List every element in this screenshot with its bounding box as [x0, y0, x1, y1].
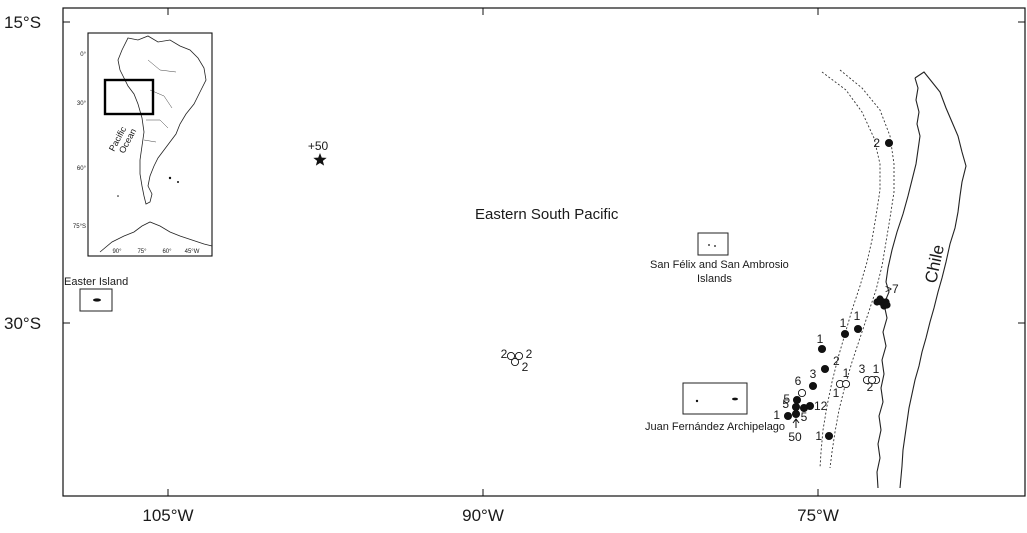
inset-lat-0: 0° [80, 52, 86, 58]
robinson-crusoe-island [695, 399, 699, 403]
inset-lat-30: 30° [77, 101, 87, 107]
record-count-label: 50 [788, 430, 802, 444]
juan-fernandez-label: Juan Fernández Archipelago [645, 421, 785, 433]
chile-eastern-border [899, 71, 967, 489]
record-count-label: >7 [885, 282, 899, 296]
chile-coastline [876, 77, 921, 489]
lat-label-15s: 15°S [4, 13, 41, 32]
record-marker-filled [792, 395, 802, 405]
record-count-label: 1 [873, 362, 880, 376]
record-count-label: 1 [833, 386, 840, 400]
record-count-label: +50 [308, 139, 329, 153]
record-count-label: 3 [859, 362, 866, 376]
san-felix-island [708, 244, 710, 246]
juan-fernandez-box [682, 382, 748, 415]
lon-label-90w: 90°W [462, 506, 504, 525]
record-count-label: 2 [501, 347, 508, 361]
record-count-label: 1 [854, 309, 861, 323]
san-ambrosio-island [714, 245, 716, 247]
record-count-label: 1 [840, 316, 847, 330]
record-count-label: 2 [526, 347, 533, 361]
record-count-label: 1 [815, 429, 822, 443]
record-marker-open [867, 375, 877, 385]
record-marker-filled [817, 344, 827, 354]
record-marker-filled [805, 401, 815, 411]
inset-islands-c [117, 195, 119, 197]
map-frame [62, 7, 1026, 497]
record-marker-open [797, 388, 807, 398]
easter-island-label: Easter Island [64, 276, 128, 288]
san-felix-label-line2: Islands [697, 273, 732, 285]
record-marker-filled [808, 381, 818, 391]
record-marker-open [510, 357, 520, 367]
inset-study-area-box [103, 78, 155, 116]
record-marker-filled [783, 411, 793, 421]
record-marker-open [841, 379, 851, 389]
record-count-label: 12 [814, 399, 828, 413]
inset-lon-75: 75° [137, 249, 147, 255]
record-marker-filled [791, 409, 801, 419]
bathymetry-contour-inner [829, 69, 895, 469]
inset-antarctica [99, 221, 213, 253]
record-count-label: 3 [810, 367, 817, 381]
easter-island-box [79, 288, 113, 312]
record-marker-filled [884, 138, 894, 148]
alejandro-selkirk-island [732, 397, 738, 401]
record-count-label: 1 [843, 366, 850, 380]
record-count-label: 2 [873, 136, 880, 150]
record-marker-filled [853, 324, 863, 334]
inset-map: 0° 30° 60° 75°S 90° 75° 60° 45°W Pacific… [73, 32, 213, 257]
record-count-label: 5 [801, 410, 808, 424]
lon-label-105w: 105°W [142, 506, 193, 525]
bathymetry-contour-outer [819, 71, 881, 469]
record-marker-filled [824, 431, 834, 441]
san-felix-box [697, 232, 729, 256]
record-count-label: 6 [795, 374, 802, 388]
record-count-label: 2 [867, 380, 874, 394]
record-marker-filled [820, 364, 830, 374]
record-marker-filled [840, 329, 850, 339]
inset-islands-a [168, 176, 172, 180]
record-count-label: 5 [783, 392, 790, 406]
record-cluster-marker [876, 295, 884, 303]
inset-islands-b [177, 181, 179, 183]
axis-ticks [63, 8, 1025, 496]
lat-label-30s: 30°S [4, 314, 41, 333]
inset-lon-90: 90° [112, 249, 122, 255]
record-marker-open [514, 351, 524, 361]
record-marker-open [506, 351, 516, 361]
record-count-label: 1 [773, 408, 780, 422]
inset-lon-60: 60° [162, 249, 172, 255]
sea-label: Eastern South Pacific [475, 206, 619, 223]
record-count-label: 1 [817, 332, 824, 346]
easter-island-shape [93, 298, 101, 302]
inset-lat-75: 75°S [73, 224, 86, 230]
record-count-label: 2 [522, 360, 529, 374]
chile-label: Chile [921, 243, 948, 285]
inset-borders [143, 59, 177, 143]
inset-south-america [117, 35, 207, 205]
inset-lat-60: 60° [77, 166, 87, 172]
record-marker-star [313, 153, 327, 166]
record-arrow [792, 418, 800, 428]
record-marker-filled [791, 402, 801, 412]
record-count-label: 2 [833, 354, 840, 368]
san-felix-label-line1: San Félix and San Ambrosio [650, 259, 789, 271]
lon-label-75w: 75°W [797, 506, 839, 525]
record-count-label: 5 [782, 397, 789, 411]
inset-lon-45: 45°W [185, 249, 200, 255]
record-cluster-marker [883, 301, 891, 309]
inset-frame [87, 32, 213, 257]
